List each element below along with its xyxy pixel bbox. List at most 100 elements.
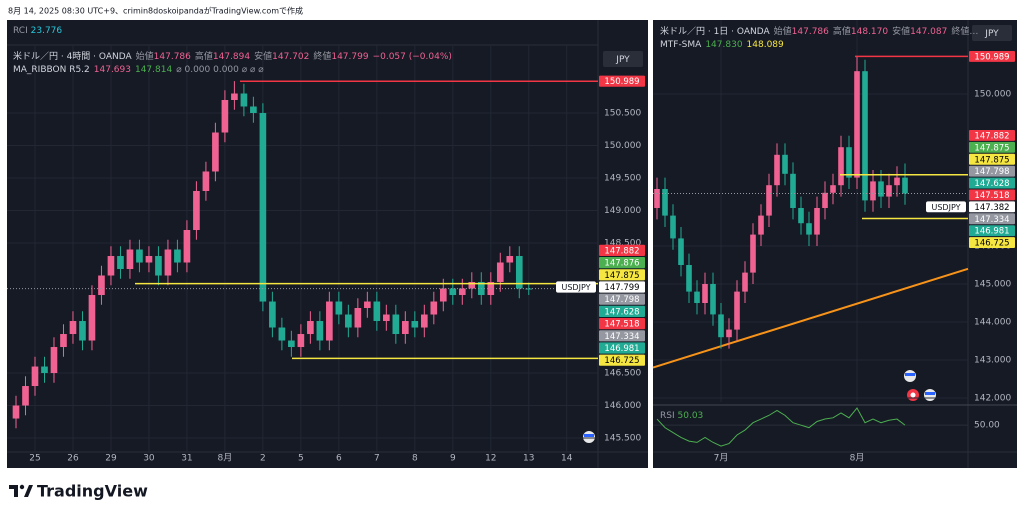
x-tick-label: 7月: [714, 453, 729, 464]
price-label-text: 146.981: [604, 344, 639, 354]
candle-body: [326, 301, 333, 341]
price-label: [969, 141, 1015, 153]
price-label: [969, 177, 1015, 189]
price-label: [969, 201, 1015, 213]
candle-body: [364, 301, 371, 309]
candle-body: [718, 314, 724, 338]
overlay-name: MTF-SMA: [660, 40, 702, 50]
ohlc-value: 147.799: [331, 52, 369, 62]
candle-body: [164, 249, 172, 276]
candle-body: [878, 181, 884, 197]
ohlc-label: 高値: [194, 52, 213, 62]
price-label-text: 147.882: [604, 246, 639, 256]
price-label-text: 146.725: [604, 356, 639, 366]
legend-tail: 終値…: [951, 27, 979, 37]
price-label: [599, 269, 645, 281]
overlay-value: 147.693: [93, 65, 131, 75]
candle-body: [392, 314, 400, 335]
candle-body: [145, 256, 153, 263]
x-tick-label: 6: [336, 454, 342, 464]
candle-body: [297, 334, 305, 348]
currency-box[interactable]: [972, 25, 1012, 41]
candle-body: [870, 181, 876, 201]
candle-body: [766, 185, 772, 216]
candle-body: [750, 234, 756, 273]
y-tick-label: 146.000: [604, 401, 641, 411]
candle-body: [383, 314, 390, 322]
candle-body: [790, 173, 796, 208]
y-tick-label: 150.500: [604, 108, 641, 118]
y-tick-label: 142.000: [974, 394, 1011, 404]
candle-body: [117, 256, 124, 270]
candle-body: [742, 272, 748, 292]
candle-body: [830, 185, 836, 193]
price-label-text: 147.628: [974, 179, 1009, 189]
x-tick-label: 29: [105, 454, 117, 464]
ohlc-label: 始値: [135, 52, 154, 62]
candle-body: [814, 207, 820, 235]
y-tick-label: 146.500: [604, 369, 641, 379]
price-label-text: 147.798: [974, 167, 1009, 177]
ohlc-value: 147.786: [791, 27, 829, 37]
candle-body: [259, 112, 267, 302]
price-label: [599, 305, 645, 318]
price-label-text: 147.799: [604, 283, 639, 293]
ohlc-value: 148.170: [850, 27, 889, 37]
overlay-rest: ⌀ 0.000 0.000 ⌀ ⌀ ⌀: [176, 65, 264, 75]
x-tick-label: 8月: [850, 453, 865, 464]
y-tick-label: 143.000: [974, 356, 1011, 366]
candle-body: [515, 256, 523, 289]
price-label-text: 147.334: [974, 215, 1009, 225]
candle-body: [506, 256, 514, 263]
candle-body: [846, 147, 852, 178]
price-label: [599, 75, 645, 87]
x-tick-label: 9: [450, 454, 456, 464]
currency-box[interactable]: [603, 51, 643, 67]
symbol-tag: [926, 201, 966, 213]
y-tick-label: 149.000: [604, 206, 641, 216]
price-label-text: 147.882: [974, 131, 1009, 141]
y-tick-label: 145.000: [974, 280, 1011, 290]
candle-body: [402, 321, 409, 335]
candle-body: [345, 314, 352, 328]
overlay-value: 148.089: [746, 40, 784, 50]
candle-body: [79, 321, 86, 341]
candle-body: [758, 215, 764, 235]
overlay-legend: MA_RIBBON R5.2 147.693 147.814 ⌀ 0.000 0.00…: [13, 64, 264, 76]
ohlc-label: 安値: [254, 52, 273, 62]
candle-body: [250, 106, 257, 113]
y-tick-label: 144.000: [974, 318, 1011, 328]
x-tick-label: 25: [29, 454, 40, 464]
price-label-text: 147.875: [974, 155, 1009, 165]
price-label: [599, 281, 645, 293]
candle-body: [686, 265, 692, 292]
candle-body: [902, 177, 908, 194]
candle-body: [525, 288, 533, 290]
price-label-text: 146.981: [974, 227, 1009, 237]
price-label-text: 147.875: [604, 271, 639, 281]
price-label: [599, 318, 645, 330]
candle-body: [193, 191, 200, 231]
candle-body: [288, 340, 295, 348]
price-label: [969, 165, 1015, 177]
price-label-text: 150.989: [604, 77, 639, 87]
candle-body: [107, 256, 115, 276]
candle-body: [798, 207, 804, 224]
price-label: [969, 225, 1015, 237]
x-tick-label: 13: [523, 454, 534, 464]
candle-body: [354, 308, 362, 328]
indicator-name: RCI: [13, 26, 28, 36]
price-label: [969, 213, 1015, 225]
candle-body: [31, 366, 39, 387]
price-label: [599, 244, 645, 257]
candle-body: [335, 301, 343, 315]
y-tick-label: 149.500: [604, 174, 641, 184]
ohlc-value: 147.087: [910, 27, 948, 37]
candle-body: [662, 188, 668, 216]
candle-body: [734, 291, 740, 330]
candle-body: [240, 93, 248, 107]
candle-body: [702, 284, 708, 304]
candle-body: [420, 314, 428, 328]
